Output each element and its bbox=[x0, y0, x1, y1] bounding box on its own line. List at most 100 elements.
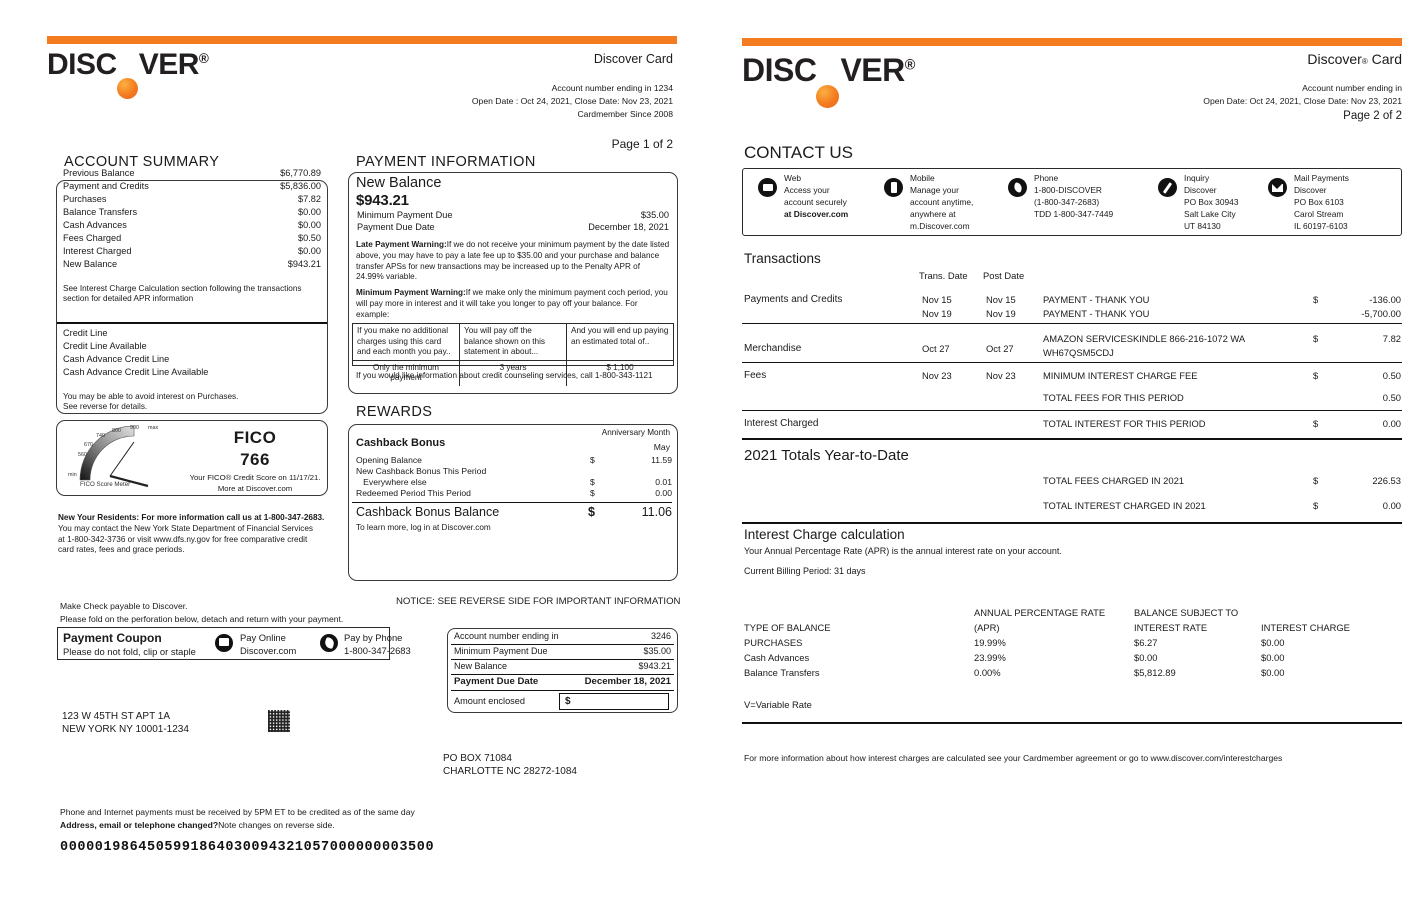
trans-symbol: $ bbox=[1313, 333, 1319, 344]
payment-coupon-title: Payment Coupon bbox=[63, 631, 162, 645]
stub-value: $35.00 bbox=[643, 646, 671, 656]
trans-description: PAYMENT - THANK YOU bbox=[1043, 308, 1150, 319]
stub-divider bbox=[451, 644, 674, 645]
contact-line: Salt Lake City bbox=[1184, 208, 1236, 219]
summary-value: $7.82 bbox=[298, 194, 321, 204]
type-of-balance-header: TYPE OF BALANCE bbox=[744, 622, 831, 633]
amount-enclosed-label: Amount enclosed bbox=[454, 696, 525, 706]
trans-description-2: WH67QSM5CDJ bbox=[1043, 347, 1114, 358]
summary-value: $0.00 bbox=[298, 246, 321, 256]
remit-address-line: PO BOX 71084 bbox=[443, 753, 512, 764]
rewards-label: Redeemed Period This Period bbox=[356, 488, 471, 498]
contact-line: UT 84130 bbox=[1184, 220, 1221, 231]
credit-line-label: Credit Line Available bbox=[63, 341, 147, 351]
footer-divider bbox=[742, 722, 1402, 724]
rewards-label: Opening Balance bbox=[356, 455, 422, 465]
fico-title: FICO bbox=[233, 428, 277, 447]
contact-line: (1-800-347-2683) bbox=[1034, 196, 1100, 207]
credit-line-label: Cash Advance Credit Line bbox=[63, 354, 170, 364]
coupon-footnote-1: Phone and Internet payments must be rece… bbox=[60, 807, 415, 817]
rewards-row: New Cashback Bonus This Period bbox=[356, 466, 672, 476]
summary-row: Interest Charged $0.00 bbox=[56, 246, 328, 256]
trans-description: MINIMUM INTEREST CHARGE FEE bbox=[1043, 370, 1198, 381]
minimum-payment-table: If you make no additional charges using … bbox=[352, 323, 674, 386]
statement-dates-line-page1: Open Date : Oct 24, 2021, Close Date: No… bbox=[471, 96, 673, 106]
ny-notice-line: New Your Residents: For more information… bbox=[58, 513, 325, 522]
stub-row: Account number ending in 3246 bbox=[447, 631, 678, 641]
fico-tick-670: 670 bbox=[84, 442, 93, 448]
brand-bar-page1 bbox=[47, 36, 677, 44]
transactions-heading: Transactions bbox=[744, 251, 821, 266]
trans-description: TOTAL INTEREST FOR THIS PERIOD bbox=[1043, 418, 1206, 429]
summary-label: Cash Advances bbox=[63, 220, 127, 230]
cashback-balance-symbol: $ bbox=[588, 505, 595, 519]
anniversary-month-label: Anniversary Month bbox=[601, 428, 670, 437]
stub-label: Minimum Payment Due bbox=[454, 646, 548, 656]
ytd-heading: 2021 Totals Year-to-Date bbox=[744, 447, 909, 464]
summary-row: Purchases $7.82 bbox=[56, 194, 328, 204]
minimum-payment-label: Minimum Payment Due bbox=[357, 210, 453, 220]
min-pay-col-header: If you make no additional charges using … bbox=[353, 324, 460, 360]
col-header-post-date: Post Date bbox=[983, 270, 1025, 281]
contact-line: Manage your bbox=[910, 184, 959, 195]
summary-row: Fees Charged $0.50 bbox=[56, 233, 328, 243]
transactions-divider bbox=[742, 323, 1402, 324]
contact-us-heading: CONTACT US bbox=[744, 143, 853, 162]
pay-by-phone-title: Pay by Phone bbox=[344, 632, 403, 643]
summary-label: Fees Charged bbox=[63, 233, 122, 243]
balance-col-header-line2: INTEREST RATE bbox=[1134, 622, 1208, 633]
credit-line-label: Cash Advance Credit Line Available bbox=[63, 367, 209, 377]
balance-col-header-line1: BALANCE SUBJECT TO bbox=[1134, 607, 1239, 618]
balance-subject: $5,812.89 bbox=[1134, 667, 1176, 678]
ytd-amount: 0.00 bbox=[1382, 500, 1401, 511]
summary-row: Payment and Credits $5,836.00 bbox=[56, 181, 328, 191]
stub-row: Minimum Payment Due $35.00 bbox=[447, 646, 678, 656]
micr-line: 0000019864505991864030094321057000000003… bbox=[60, 840, 435, 855]
account-summary-box bbox=[56, 180, 328, 414]
fico-meter-caption: FICO Score Meter bbox=[80, 481, 131, 488]
summary-value: $5,836.00 bbox=[280, 181, 321, 191]
coupon-footnote-2-bold: Address, email or telephone changed? bbox=[60, 820, 219, 830]
interest-charge-header: INTEREST CHARGE bbox=[1261, 622, 1350, 633]
balance-type: Cash Advances bbox=[744, 652, 810, 663]
trans-symbol: $ bbox=[1313, 294, 1319, 305]
stub-divider bbox=[451, 659, 674, 660]
mobile-icon bbox=[884, 178, 903, 197]
contact-line: Discover bbox=[1294, 184, 1327, 195]
trans-date: Nov 15 bbox=[922, 294, 952, 305]
trans-amount: 0.00 bbox=[1382, 418, 1401, 429]
summary-value: $943.21 bbox=[287, 259, 321, 269]
variable-rate-note: V=Variable Rate bbox=[744, 699, 812, 710]
contact-title: Web bbox=[784, 173, 802, 183]
transaction-group-label: Payments and Credits bbox=[744, 294, 843, 305]
summary-label: Balance Transfers bbox=[63, 207, 138, 217]
post-date: Oct 27 bbox=[986, 343, 1014, 354]
trans-description: PAYMENT - THANK YOU bbox=[1043, 294, 1150, 305]
ytd-symbol: $ bbox=[1313, 500, 1319, 511]
statement-dates-line-page2: Open Date: Oct 24, 2021, Close Date: Nov… bbox=[1203, 96, 1402, 106]
trans-date: Nov 23 bbox=[922, 370, 952, 381]
pay-by-phone-value: 1-800-347-2683 bbox=[344, 645, 411, 656]
stub-row: New Balance $943.21 bbox=[447, 661, 678, 671]
rewards-label: Everywhere else bbox=[356, 477, 427, 487]
ytd-symbol: $ bbox=[1313, 475, 1319, 486]
contact-item-web: Web Access your account securely at Disc… bbox=[784, 173, 869, 221]
minimum-payment-table-data-row: Only the minimum payment 3 years $ 1,100 bbox=[353, 359, 673, 386]
summary-row: New Balance $943.21 bbox=[56, 259, 328, 269]
balance-apr: 23.99% bbox=[974, 652, 1006, 663]
card-title-suffix: Card bbox=[1367, 51, 1402, 67]
rewards-value: 11.59 bbox=[651, 455, 672, 465]
fico-tick-900: 900 bbox=[130, 425, 139, 431]
card-title-page2: Discover® Card bbox=[1002, 51, 1402, 67]
summary-label: Previous Balance bbox=[63, 168, 135, 178]
stub-value: December 18, 2021 bbox=[584, 676, 671, 687]
fico-meter-arc bbox=[79, 425, 149, 488]
balance-interest-charge: $0.00 bbox=[1261, 652, 1285, 663]
minimum-payment-warning: Minimum Payment Warning:If we make only … bbox=[356, 288, 670, 320]
trans-amount: 0.50 bbox=[1382, 370, 1401, 381]
laptop-icon bbox=[758, 178, 777, 197]
amount-enclosed-field[interactable]: $ bbox=[559, 693, 669, 710]
minimum-payment-warning-title: Minimum Payment Warning: bbox=[356, 288, 466, 297]
account-number-line-page1: Account number ending in 1234 bbox=[551, 83, 673, 93]
ytd-description: TOTAL FEES CHARGED IN 2021 bbox=[1043, 475, 1185, 486]
